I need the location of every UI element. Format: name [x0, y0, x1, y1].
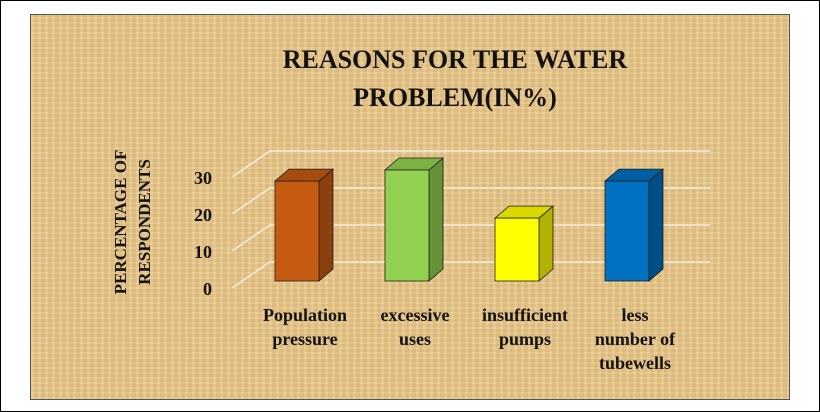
y-axis-label: RESPONDENTS: [135, 159, 154, 285]
chart-title: PROBLEM(IN%): [353, 83, 557, 112]
bar-side: [538, 205, 554, 282]
y-tick-label: 0: [203, 279, 212, 299]
x-tick-label: tubewells: [599, 353, 671, 373]
y-tick-label: 10: [194, 242, 212, 262]
y-tick-label: 20: [194, 205, 212, 225]
bar-side: [648, 168, 664, 282]
x-tick-label: number of: [595, 329, 676, 349]
bar: [274, 180, 320, 282]
grid-line: [231, 261, 710, 289]
y-tick-label: 30: [194, 168, 212, 188]
x-tick-label: uses: [399, 329, 431, 349]
x-tick-label: insufficient: [482, 305, 568, 325]
x-tick-label: Population: [263, 305, 347, 325]
x-tick-label: pressure: [272, 329, 337, 349]
chart-title: REASONS FOR THE WATER: [283, 45, 628, 74]
grid-line: [231, 224, 710, 252]
x-tick-label: excessive: [381, 305, 450, 325]
bar: [384, 169, 430, 282]
bar-side: [318, 168, 334, 282]
bar: [494, 217, 540, 282]
x-tick-label: pumps: [499, 329, 551, 349]
bar: [604, 180, 650, 282]
bar-side: [428, 157, 444, 282]
grid-line: [231, 187, 710, 215]
x-tick-label: less: [622, 305, 649, 325]
y-axis-label: PERCENTAGE OF: [111, 150, 130, 295]
grid-line: [231, 150, 710, 178]
